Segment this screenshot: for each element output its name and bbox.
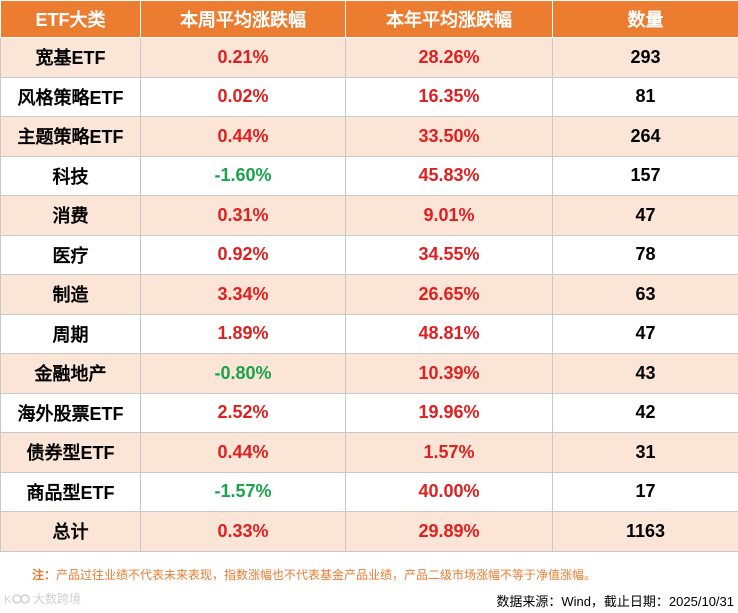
week-change-cell: 1.89%: [140, 313, 346, 354]
note-label: 注：: [32, 568, 57, 582]
table-row: 宽基ETF 0.21% 28.26% 293: [0, 37, 738, 78]
total-year-cell: 29.89%: [345, 511, 553, 552]
count-cell: 47: [552, 313, 738, 354]
table-row: 债券型ETF 0.44% 1.57% 31: [0, 432, 738, 473]
week-change-cell: 0.02%: [140, 76, 346, 117]
count-cell: 17: [552, 471, 738, 512]
count-cell: 81: [552, 76, 738, 117]
week-change-cell: 0.21%: [140, 37, 346, 78]
year-change-cell: 26.65%: [345, 274, 553, 315]
category-cell: 医疗: [0, 234, 141, 275]
watermark-text: 大数跨境: [33, 592, 82, 606]
total-label-cell: 总计: [0, 511, 141, 552]
year-change-cell: 34.55%: [345, 234, 553, 275]
table-row: 科技 -1.60% 45.83% 157: [0, 155, 738, 196]
year-change-cell: 33.50%: [345, 116, 553, 157]
count-cell: 43: [552, 353, 738, 394]
watermark-logo: K 大数跨境: [4, 590, 81, 607]
table-row: 商品型ETF -1.57% 40.00% 17: [0, 471, 738, 512]
week-change-cell: 2.52%: [140, 392, 346, 433]
week-change-cell: -0.80%: [140, 353, 346, 394]
category-cell: 制造: [0, 274, 141, 315]
category-cell: 主题策略ETF: [0, 116, 141, 157]
header-week-change: 本周平均涨跌幅: [140, 0, 346, 38]
week-change-cell: 0.44%: [140, 432, 346, 473]
category-cell: 商品型ETF: [0, 471, 141, 512]
year-change-cell: 10.39%: [345, 353, 553, 394]
category-cell: 宽基ETF: [0, 37, 141, 78]
year-change-cell: 48.81%: [345, 313, 553, 354]
header-category: ETF大类: [0, 0, 141, 38]
week-change-cell: -1.60%: [140, 155, 346, 196]
year-change-cell: 40.00%: [345, 471, 553, 512]
logo-icon: K: [4, 594, 30, 606]
category-cell: 消费: [0, 195, 141, 236]
category-cell: 债券型ETF: [0, 432, 141, 473]
count-cell: 42: [552, 392, 738, 433]
note-text: 产品过往业绩不代表未来表现，指数涨幅也不代表基金产品业绩，产品二级市场涨幅不等于…: [56, 568, 597, 582]
week-change-cell: 0.31%: [140, 195, 346, 236]
category-cell: 海外股票ETF: [0, 392, 141, 433]
year-change-cell: 16.35%: [345, 76, 553, 117]
year-change-cell: 28.26%: [345, 37, 553, 78]
count-cell: 293: [552, 37, 738, 78]
week-change-cell: 0.92%: [140, 234, 346, 275]
count-cell: 47: [552, 195, 738, 236]
header-year-change: 本年平均涨跌幅: [345, 0, 553, 38]
data-source: 数据来源：Wind，截止日期：2025/10/31: [496, 594, 734, 609]
count-cell: 78: [552, 234, 738, 275]
table-row: 医疗 0.92% 34.55% 78: [0, 234, 738, 275]
etf-table: ETF大类 本周平均涨跌幅 本年平均涨跌幅 数量 宽基ETF 0.21% 28.26…: [0, 0, 738, 552]
count-cell: 264: [552, 116, 738, 157]
svg-text:K: K: [4, 594, 12, 606]
total-week-cell: 0.33%: [140, 511, 346, 552]
count-cell: 63: [552, 274, 738, 315]
week-change-cell: -1.57%: [140, 471, 346, 512]
table-row: 周期 1.89% 48.81% 47: [0, 313, 738, 354]
category-cell: 周期: [0, 313, 141, 354]
header-count: 数量: [552, 0, 738, 38]
category-cell: 风格策略ETF: [0, 76, 141, 117]
table-row: 主题策略ETF 0.44% 33.50% 264: [0, 116, 738, 157]
week-change-cell: 3.34%: [140, 274, 346, 315]
total-row: 总计 0.33% 29.89% 1163: [0, 511, 738, 552]
disclaimer-note: 注：产品过往业绩不代表未来表现，指数涨幅也不代表基金产品业绩，产品二级市场涨幅不…: [32, 566, 596, 583]
table-row: 消费 0.31% 9.01% 47: [0, 195, 738, 236]
category-cell: 金融地产: [0, 353, 141, 394]
table-row: 风格策略ETF 0.02% 16.35% 81: [0, 76, 738, 117]
week-change-cell: 0.44%: [140, 116, 346, 157]
table-row: 海外股票ETF 2.52% 19.96% 42: [0, 392, 738, 433]
year-change-cell: 1.57%: [345, 432, 553, 473]
count-cell: 157: [552, 155, 738, 196]
year-change-cell: 9.01%: [345, 195, 553, 236]
table-row: 金融地产 -0.80% 10.39% 43: [0, 353, 738, 394]
header-row: ETF大类 本周平均涨跌幅 本年平均涨跌幅 数量: [0, 0, 738, 38]
table-row: 制造 3.34% 26.65% 63: [0, 274, 738, 315]
total-count-cell: 1163: [552, 511, 738, 552]
count-cell: 31: [552, 432, 738, 473]
year-change-cell: 45.83%: [345, 155, 553, 196]
year-change-cell: 19.96%: [345, 392, 553, 433]
category-cell: 科技: [0, 155, 141, 196]
